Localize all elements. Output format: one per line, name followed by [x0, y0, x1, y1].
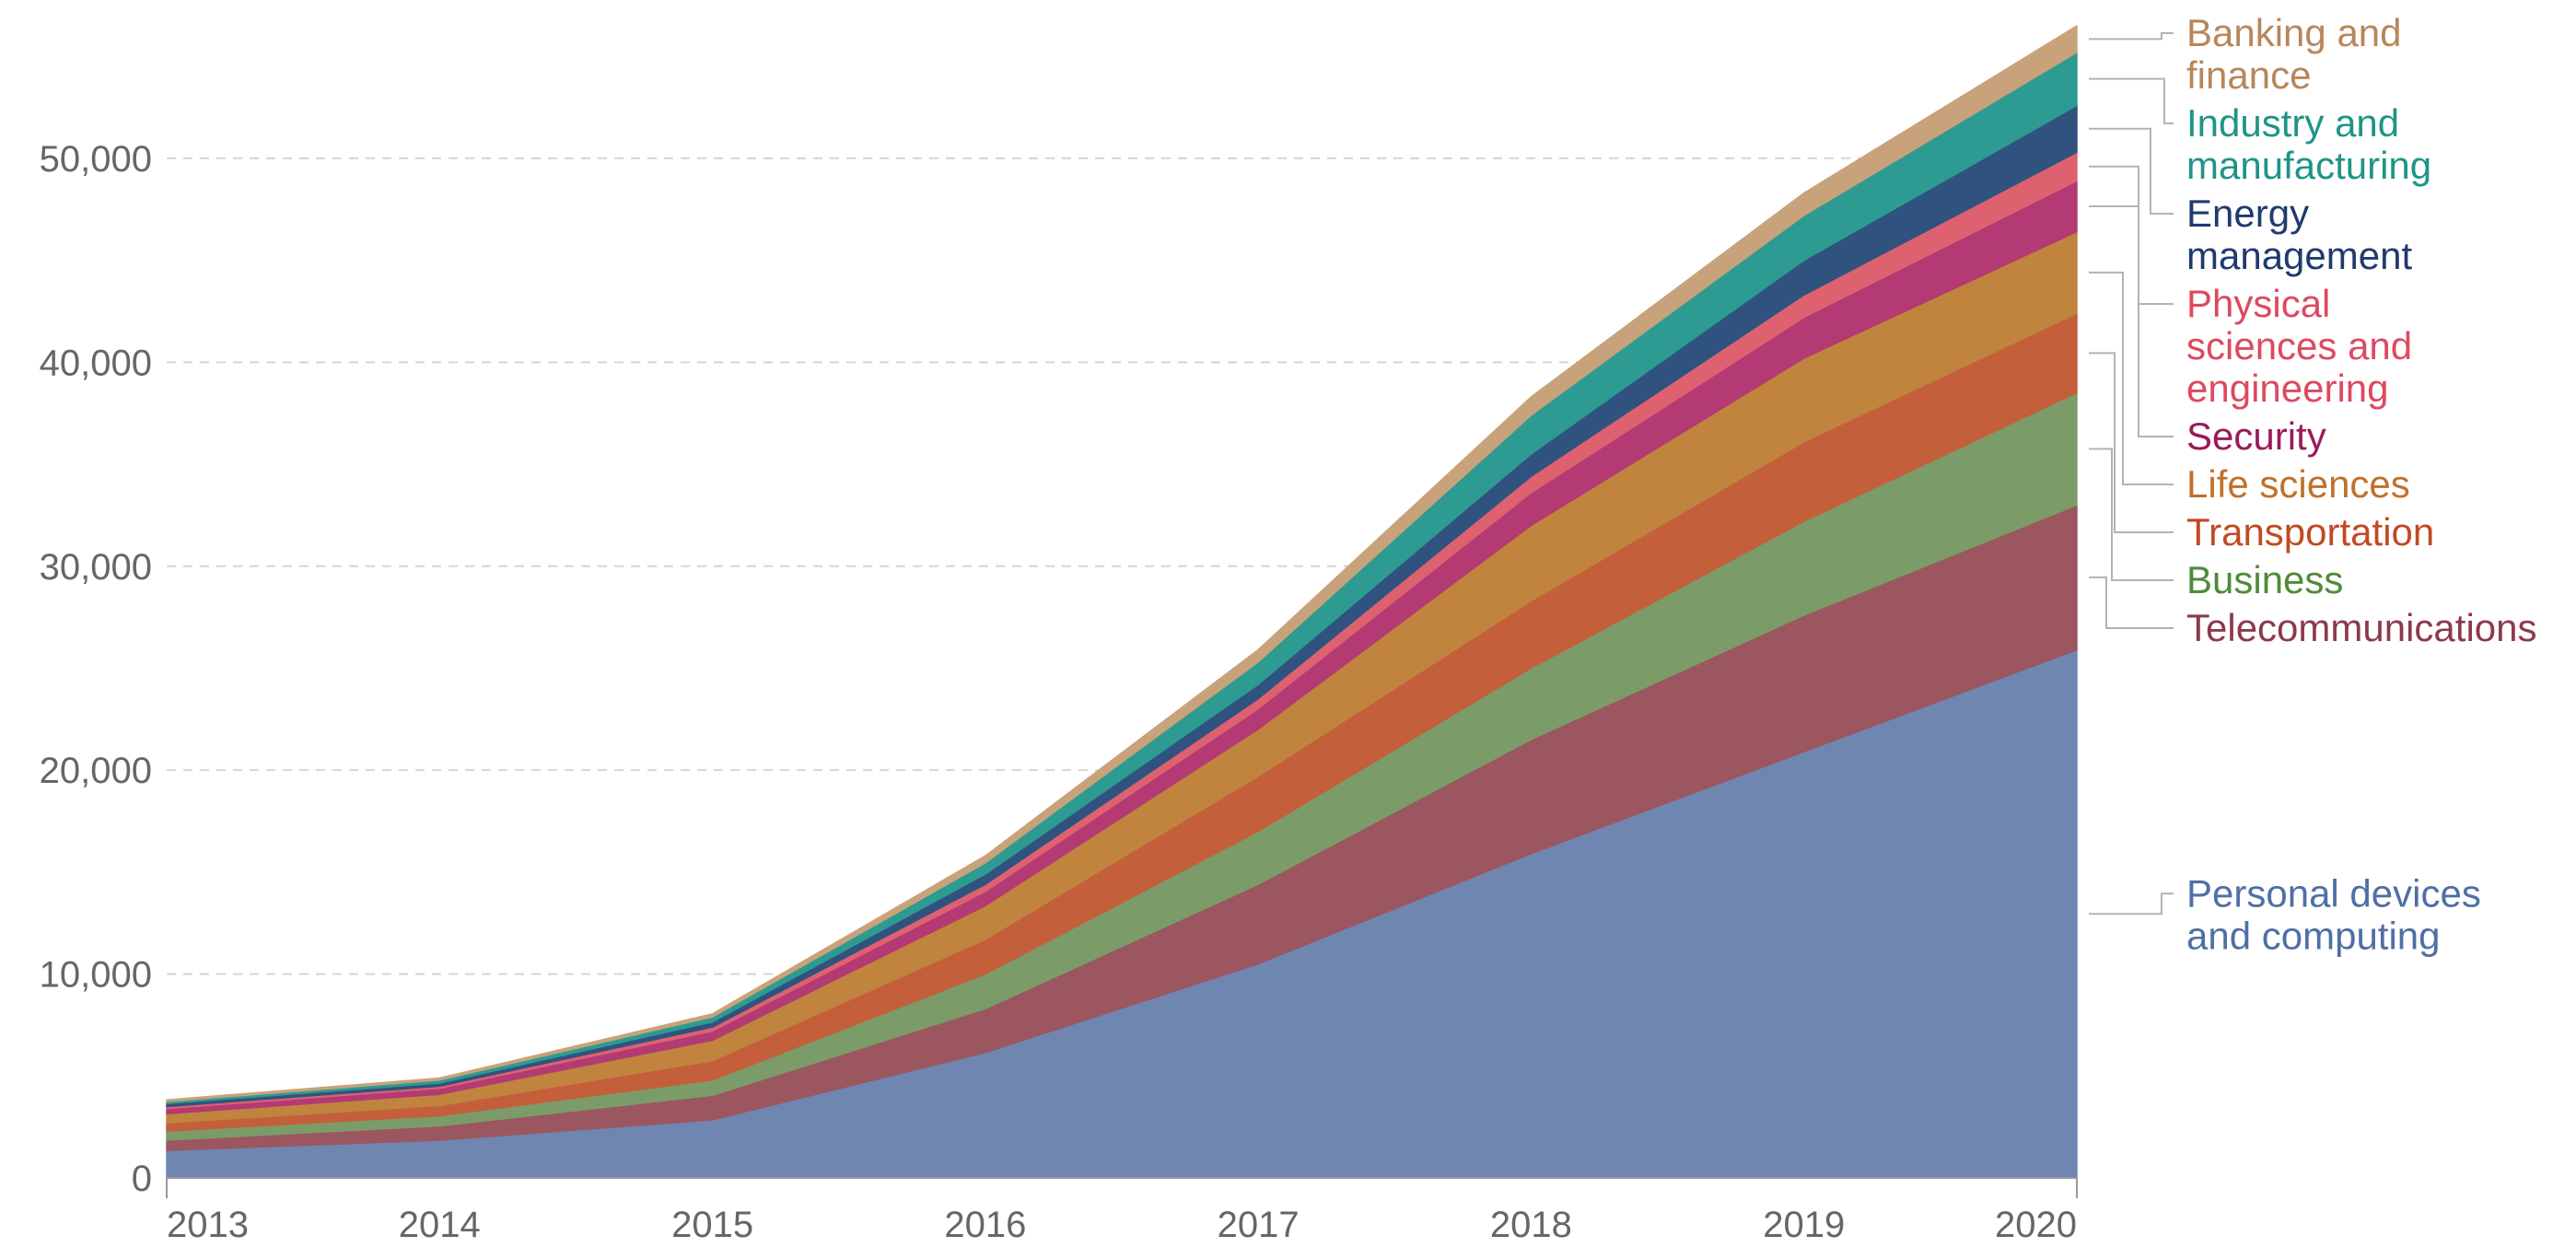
- legend-label-line: sciences and: [2186, 324, 2412, 367]
- legend-connector: [2089, 32, 2174, 41]
- legend-label-line: Life sciences: [2186, 462, 2410, 506]
- legend-connector: [2089, 892, 2174, 915]
- legend-label-line: Industry and: [2186, 101, 2399, 145]
- legend-connector: [2089, 271, 2174, 485]
- legend-item-transportation: Transportation: [2089, 352, 2434, 554]
- legend-label-line: Personal devices: [2186, 871, 2481, 915]
- legend-item-business: Business: [2089, 448, 2343, 601]
- y-tick-label: 0: [132, 1159, 152, 1199]
- legend-item-telecommunications: Telecommunications: [2089, 576, 2537, 649]
- legend-connector: [2089, 77, 2174, 124]
- legend-label-line: finance: [2186, 53, 2311, 97]
- legend-item-physical-sciences-and-engineering: Physical sciences and engineering: [2089, 165, 2412, 410]
- legend-item-industry-and-manufacturing: Industry and manufacturing: [2089, 77, 2431, 187]
- y-tick-label: 30,000: [40, 547, 152, 588]
- legend-label-line: Business: [2186, 558, 2343, 601]
- legend-label-line: Banking and: [2186, 11, 2402, 54]
- y-tick-label: 50,000: [40, 139, 152, 180]
- legend-item-energy-management: Energy management: [2089, 127, 2412, 277]
- legend-label: Energy management: [2186, 192, 2412, 277]
- y-tick-label: 20,000: [40, 751, 152, 791]
- legend-connector: [2089, 448, 2174, 581]
- legend-item-life-sciences: Life sciences: [2089, 271, 2410, 506]
- legend-connector: [2089, 165, 2174, 305]
- legend-label: Transportation: [2186, 510, 2434, 554]
- legend-label-line: Physical: [2186, 282, 2330, 325]
- legend-connector: [2089, 127, 2174, 215]
- y-tick-label: 40,000: [40, 343, 152, 383]
- legend-connector: [2089, 576, 2174, 629]
- area-banking-and-finance: [166, 25, 2078, 1102]
- legend-item-personal-devices-and-computing: Personal devices and computing: [2089, 871, 2481, 957]
- legend-label: Personal devices and computing: [2186, 871, 2481, 957]
- legend-label-line: management: [2186, 234, 2412, 277]
- legend-label: Business: [2186, 558, 2343, 601]
- x-tick-label: 2019: [1763, 1205, 1845, 1245]
- legend-item-security: Security: [2089, 205, 2326, 458]
- legend-connector: [2089, 352, 2174, 533]
- legend-label: Industry and manufacturing: [2186, 101, 2431, 187]
- area-series: [166, 25, 2078, 1179]
- legend-label: Telecommunications: [2186, 606, 2537, 649]
- legend-label: Banking and finance: [2186, 11, 2402, 97]
- legend-label: Security: [2186, 414, 2326, 458]
- legend-connector: [2089, 205, 2174, 437]
- legend-label-line: Security: [2186, 414, 2326, 458]
- legend-label: Physical sciences and engineering: [2186, 282, 2412, 410]
- x-tick-label: 2020: [1995, 1205, 2077, 1245]
- x-tick-label: 2018: [1490, 1205, 1572, 1245]
- x-tick-label: 2014: [399, 1205, 481, 1245]
- legend-label: Life sciences: [2186, 462, 2410, 506]
- legend-label-line: Transportation: [2186, 510, 2434, 554]
- legend-label-line: and computing: [2186, 914, 2441, 957]
- x-tick-label: 2017: [1218, 1205, 1300, 1245]
- legend-item-banking-and-finance: Banking and finance: [2089, 11, 2402, 97]
- legend-label-line: manufacturing: [2186, 144, 2431, 187]
- x-tick-label: 2013: [167, 1205, 249, 1245]
- legend-label-line: Energy: [2186, 192, 2309, 235]
- y-tick-label: 10,000: [40, 955, 152, 996]
- legend-label-line: Telecommunications: [2186, 606, 2537, 649]
- legend-label-line: engineering: [2186, 367, 2389, 410]
- x-tick-label: 2015: [671, 1205, 753, 1245]
- x-tick-label: 2016: [944, 1205, 1026, 1245]
- axes: 0 10,000 20,000 30,000 40,000 50,000 2013 2014 2…: [40, 139, 2078, 1245]
